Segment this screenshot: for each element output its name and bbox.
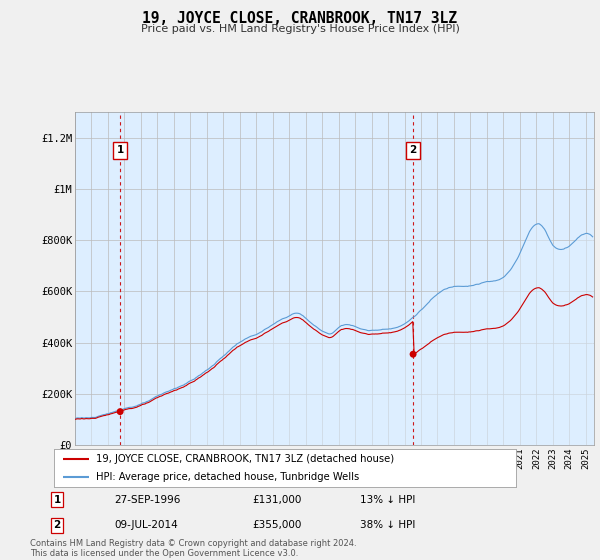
Text: 13% ↓ HPI: 13% ↓ HPI [360, 494, 415, 505]
Text: HPI: Average price, detached house, Tunbridge Wells: HPI: Average price, detached house, Tunb… [95, 472, 359, 482]
Text: 27-SEP-1996: 27-SEP-1996 [114, 494, 181, 505]
Text: 1: 1 [53, 494, 61, 505]
Text: 19, JOYCE CLOSE, CRANBROOK, TN17 3LZ: 19, JOYCE CLOSE, CRANBROOK, TN17 3LZ [143, 11, 458, 26]
Text: £131,000: £131,000 [252, 494, 301, 505]
Text: 19, JOYCE CLOSE, CRANBROOK, TN17 3LZ (detached house): 19, JOYCE CLOSE, CRANBROOK, TN17 3LZ (de… [95, 454, 394, 464]
Text: 2: 2 [409, 146, 417, 156]
Text: £355,000: £355,000 [252, 520, 301, 530]
Text: Contains HM Land Registry data © Crown copyright and database right 2024.
This d: Contains HM Land Registry data © Crown c… [30, 539, 356, 558]
Point [115, 407, 125, 416]
Text: 38% ↓ HPI: 38% ↓ HPI [360, 520, 415, 530]
Point [408, 350, 418, 359]
Text: Price paid vs. HM Land Registry's House Price Index (HPI): Price paid vs. HM Land Registry's House … [140, 24, 460, 34]
Text: 2: 2 [53, 520, 61, 530]
Text: 09-JUL-2014: 09-JUL-2014 [114, 520, 178, 530]
Text: 1: 1 [116, 146, 124, 156]
